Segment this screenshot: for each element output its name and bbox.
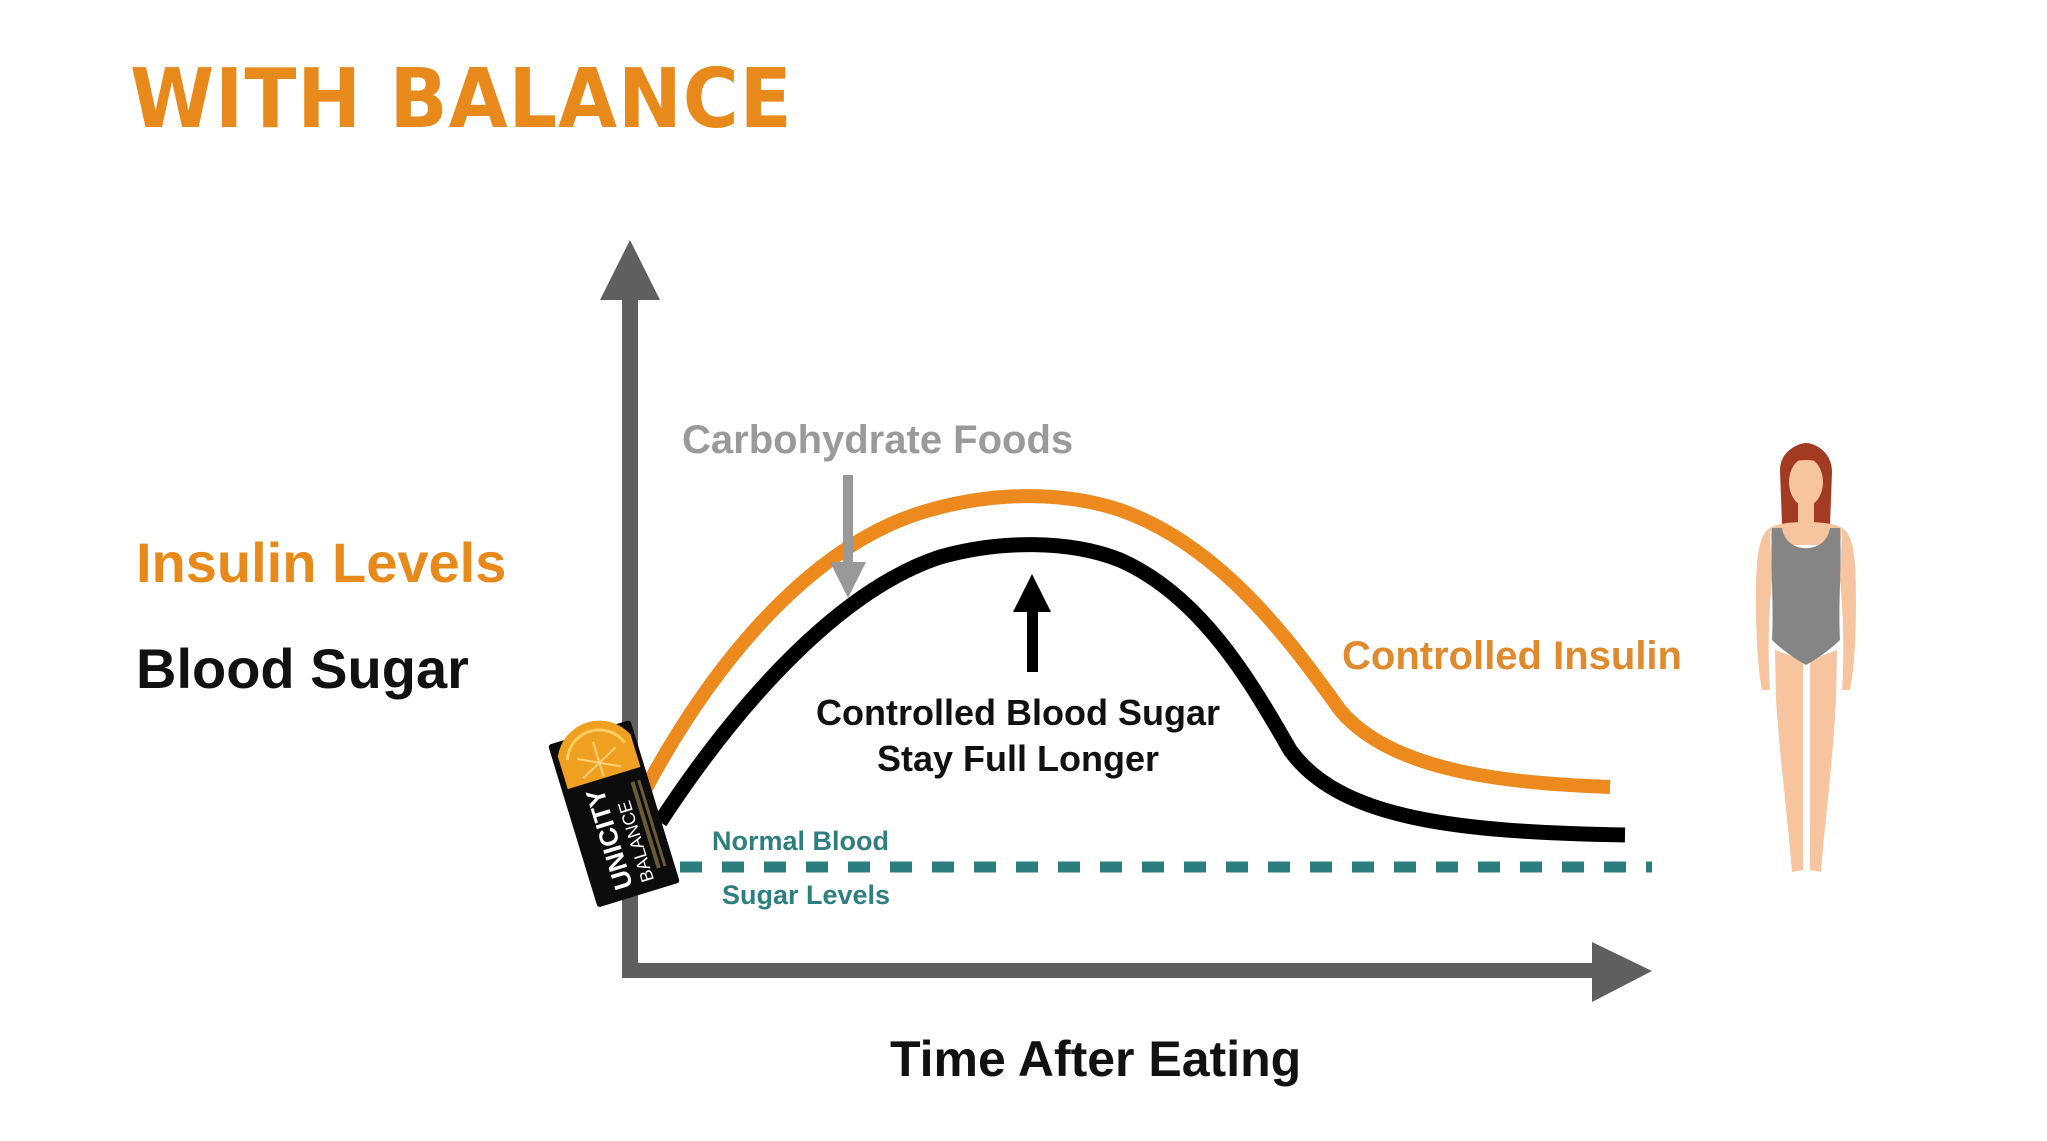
woman-figure-icon bbox=[1756, 443, 1856, 872]
sugar-arrow-shaft bbox=[1027, 608, 1038, 672]
controlled-blood-sugar-label: Controlled Blood Sugar Stay Full Longer bbox=[808, 690, 1228, 782]
normal-blood-label: Normal Blood bbox=[712, 826, 890, 856]
sugar-levels-label: Sugar Levels bbox=[722, 880, 891, 910]
controlled-blood-sugar-line2: Stay Full Longer bbox=[876, 738, 1160, 779]
carb-arrow-shaft bbox=[843, 475, 853, 565]
blood-sugar-curve bbox=[653, 537, 1626, 843]
page-title: WITH BALANCE bbox=[130, 52, 793, 147]
insulin-curve bbox=[638, 489, 1611, 794]
x-axis-label: Time After Eating bbox=[890, 1031, 1302, 1087]
balance-packet-icon: UNICITY BALANCE bbox=[548, 720, 680, 907]
x-axis bbox=[622, 963, 1596, 978]
carb-arrow-down-icon bbox=[830, 562, 866, 598]
controlled-blood-sugar-line1: Controlled Blood Sugar bbox=[816, 692, 1220, 733]
x-axis-arrow-icon bbox=[1592, 942, 1652, 1002]
controlled-insulin-label: Controlled Insulin bbox=[1342, 634, 1682, 678]
sugar-arrow-up-icon bbox=[1013, 574, 1051, 612]
y-label-blood-sugar: Blood Sugar bbox=[136, 637, 469, 700]
y-label-insulin: Insulin Levels bbox=[136, 531, 507, 594]
carbohydrate-foods-label: Carbohydrate Foods bbox=[682, 418, 1074, 462]
y-axis-arrow-icon bbox=[600, 240, 660, 300]
